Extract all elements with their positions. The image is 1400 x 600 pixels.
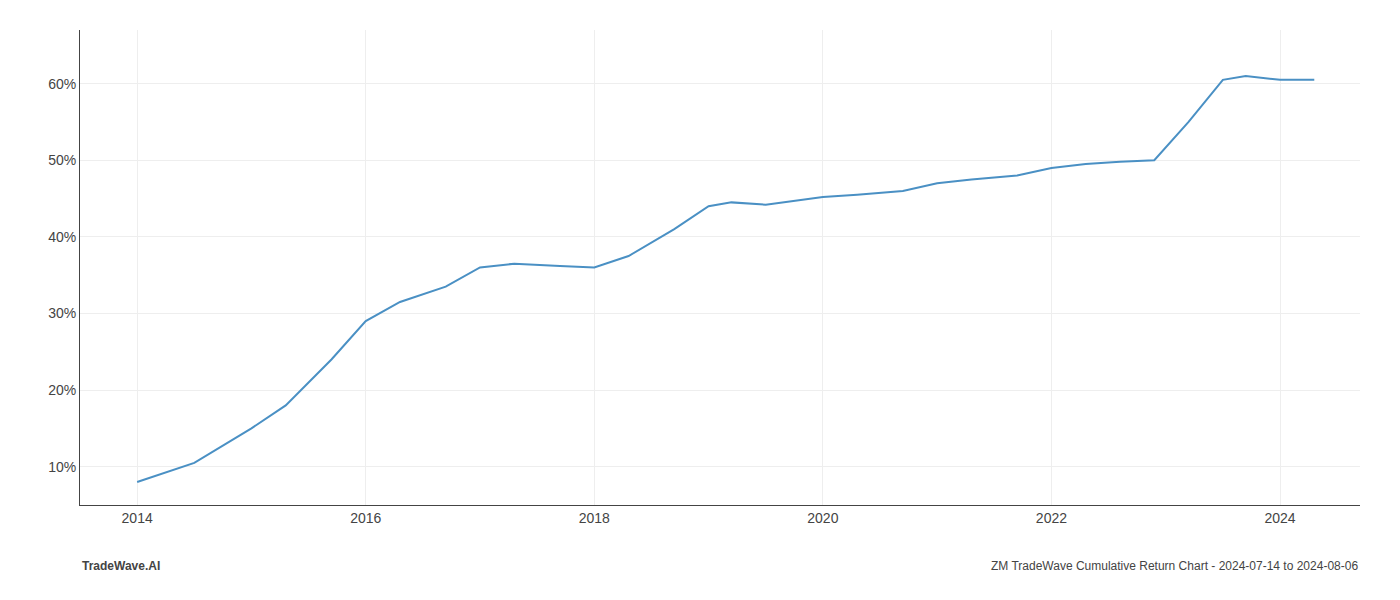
svg-text:2020: 2020 [807,510,838,526]
svg-text:10%: 10% [48,459,76,475]
svg-text:ZM TradeWave Cumulative Return: ZM TradeWave Cumulative Return Chart - 2… [991,559,1358,573]
svg-text:30%: 30% [48,305,76,321]
svg-text:50%: 50% [48,152,76,168]
svg-text:2018: 2018 [579,510,610,526]
svg-text:20%: 20% [48,382,76,398]
svg-text:2022: 2022 [1036,510,1067,526]
svg-text:2016: 2016 [350,510,381,526]
svg-text:2014: 2014 [122,510,153,526]
svg-text:60%: 60% [48,76,76,92]
svg-text:40%: 40% [48,229,76,245]
svg-text:2024: 2024 [1264,510,1295,526]
svg-text:TradeWave.AI: TradeWave.AI [82,559,160,573]
